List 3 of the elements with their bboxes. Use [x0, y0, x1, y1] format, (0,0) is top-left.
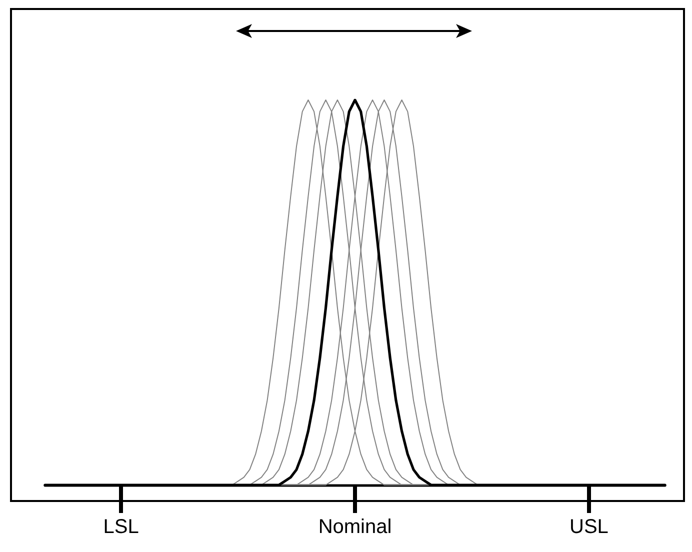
x-tick-label: LSL — [103, 516, 139, 538]
x-tick-label: USL — [570, 516, 608, 538]
x-tick-label: Nominal — [318, 516, 392, 538]
